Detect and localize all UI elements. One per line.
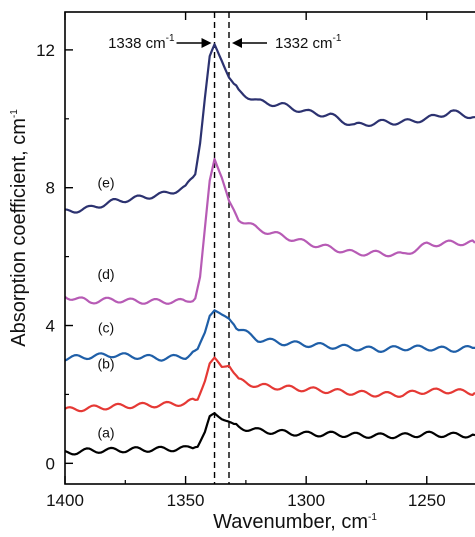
x-axis-title-text: Wavenumber, cm: [213, 511, 368, 533]
y-tick-label-8: 8: [46, 179, 55, 198]
series-line-e: [65, 43, 475, 214]
annotation-peak-1332: 1332 cm-1: [232, 33, 342, 52]
y-tick-label-0: 0: [46, 454, 55, 473]
annotation-label-peak-1338: 1338 cm-1: [108, 33, 175, 52]
series-label-d: (d): [97, 266, 114, 282]
series-label-a: (a): [97, 424, 114, 440]
plot-area: [65, 12, 475, 484]
series-line-c: [65, 309, 475, 362]
axes: 1400 1350 1300 1250 0 4 8 12: [36, 11, 475, 510]
x-tick-label-1350: 1350: [167, 491, 205, 510]
series-label-c: (c): [98, 319, 114, 335]
annotation-arrowhead-peak-1338: [201, 38, 212, 49]
series-label-b: (b): [97, 356, 114, 372]
y-axis-title-sup: -1: [9, 109, 20, 118]
y-axis-title-text: Absorption coefficient, cm: [8, 118, 30, 347]
annotation-arrowhead-peak-1332: [232, 38, 242, 49]
x-axis-title: Wavenumber, cm-1: [213, 511, 377, 533]
annotation-peak-1338: 1338 cm-1: [108, 33, 212, 52]
x-tick-label-1250: 1250: [408, 491, 446, 510]
x-axis-title-sup: -1: [368, 512, 377, 523]
series-line-b: [65, 356, 475, 413]
series-line-d: [65, 157, 475, 305]
annotation-label-peak-1332: 1332 cm-1: [275, 33, 342, 52]
x-tick-label-1400: 1400: [46, 491, 84, 510]
y-tick-label-4: 4: [46, 317, 55, 336]
series-label-e: (e): [97, 175, 114, 191]
series-line-a: [65, 412, 475, 456]
plot-frame: [64, 11, 475, 485]
y-axis-title: Absorption coefficient, cm-1: [8, 109, 30, 347]
x-tick-label-1300: 1300: [287, 491, 325, 510]
y-tick-label-12: 12: [36, 41, 55, 60]
